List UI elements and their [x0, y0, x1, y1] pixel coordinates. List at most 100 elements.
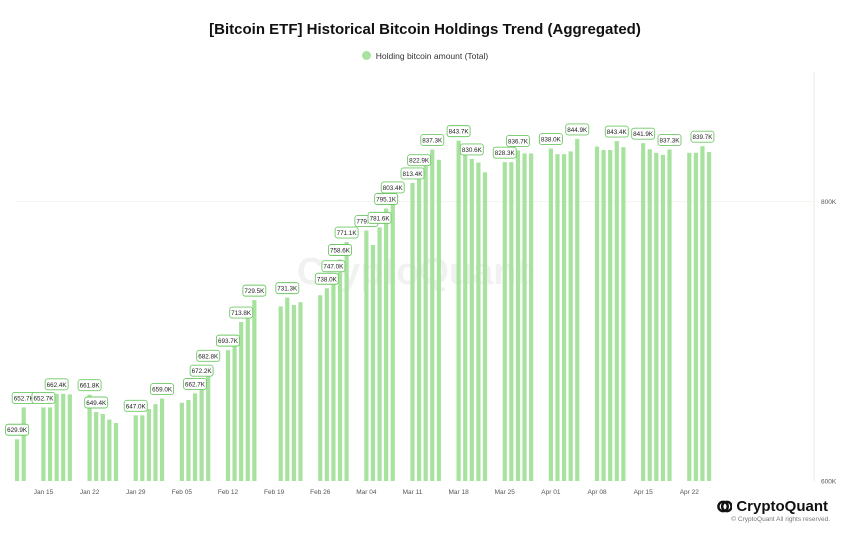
bar[interactable] [647, 149, 652, 481]
data-label-text: 629.9K [7, 427, 28, 434]
bar[interactable] [199, 380, 204, 481]
bar[interactable] [482, 172, 488, 481]
legend[interactable]: Holding bitcoin amount (Total) [0, 51, 850, 61]
bar[interactable] [601, 149, 606, 482]
bar[interactable] [654, 152, 659, 482]
bar[interactable] [61, 393, 66, 481]
data-label-box [84, 396, 109, 409]
bar[interactable] [186, 399, 191, 481]
bar[interactable] [146, 409, 151, 481]
data-label: 649.4K [84, 396, 109, 409]
bar[interactable] [100, 413, 105, 481]
bar[interactable] [225, 350, 231, 481]
bar[interactable] [252, 300, 257, 481]
bar[interactable] [522, 153, 527, 481]
bar[interactable] [614, 141, 619, 481]
data-label-box [189, 364, 214, 377]
bar[interactable] [15, 439, 20, 481]
bar[interactable] [687, 152, 692, 482]
data-label-box [400, 167, 425, 180]
data-label: 836.7K [505, 134, 530, 147]
bar[interactable] [555, 154, 560, 481]
bar[interactable] [239, 322, 244, 481]
bar[interactable] [700, 146, 705, 481]
bar[interactable] [410, 182, 415, 481]
bar[interactable] [469, 158, 474, 482]
bar[interactable] [377, 227, 382, 481]
bar[interactable] [21, 407, 26, 481]
bar[interactable] [87, 394, 92, 481]
x-tick-label: Jan 15 [34, 489, 54, 496]
data-label: 682.8K [196, 349, 221, 362]
bar[interactable] [390, 196, 395, 481]
data-label-box [367, 211, 392, 224]
bar[interactable] [436, 159, 441, 481]
bar[interactable] [67, 394, 72, 481]
bar[interactable] [133, 415, 138, 481]
bar[interactable] [548, 148, 553, 482]
bar[interactable] [159, 398, 165, 481]
bar[interactable] [641, 143, 646, 481]
bar[interactable] [660, 154, 666, 481]
bar[interactable] [502, 162, 507, 482]
bar[interactable] [621, 147, 626, 482]
data-label-text: 659.0K [152, 387, 173, 394]
bar[interactable] [423, 155, 428, 481]
bar[interactable] [206, 365, 211, 481]
bar[interactable] [232, 339, 237, 481]
data-label: 837.3K [420, 134, 445, 147]
bar[interactable] [331, 275, 336, 481]
bar[interactable] [140, 415, 145, 481]
bar[interactable] [594, 146, 600, 481]
bar[interactable] [285, 297, 290, 481]
bar[interactable] [561, 154, 567, 481]
bar[interactable] [298, 302, 303, 481]
data-label-text: 672.2K [192, 368, 213, 375]
data-label: 838.0K [538, 133, 563, 146]
bar[interactable] [54, 393, 59, 481]
bar[interactable] [370, 244, 376, 481]
brand-logo[interactable]: CryptoQuant [717, 498, 828, 515]
bar[interactable] [416, 169, 422, 482]
bar[interactable] [515, 150, 521, 481]
bar[interactable] [107, 419, 112, 481]
bar[interactable] [667, 149, 672, 482]
bar[interactable] [47, 407, 53, 481]
bar[interactable] [706, 152, 712, 481]
bar[interactable] [179, 402, 184, 481]
bar[interactable] [324, 288, 329, 481]
data-label: 803.4K [380, 181, 405, 194]
data-label: 837.3K [657, 134, 682, 147]
data-label: 672.2K [189, 364, 214, 377]
bar[interactable] [509, 162, 514, 482]
bar[interactable] [278, 306, 283, 481]
bar[interactable] [113, 423, 119, 481]
bar[interactable] [245, 307, 250, 481]
bar[interactable] [41, 407, 46, 481]
data-label: 662.4K [44, 378, 69, 391]
bar[interactable] [693, 152, 698, 482]
data-label: 844.9K [565, 123, 590, 136]
bar[interactable] [608, 149, 613, 482]
data-label: 662.7K [183, 377, 207, 390]
bar[interactable] [568, 151, 573, 482]
bar[interactable] [384, 208, 389, 482]
data-label-box [5, 423, 30, 436]
data-label-box [631, 127, 656, 140]
bar[interactable] [318, 295, 323, 481]
bar[interactable] [430, 149, 435, 482]
bar[interactable] [476, 162, 481, 481]
bar[interactable] [291, 305, 296, 481]
bar[interactable] [94, 412, 99, 481]
bar[interactable] [529, 153, 534, 481]
bar[interactable] [337, 259, 343, 481]
bar[interactable] [575, 138, 580, 481]
bar[interactable] [153, 404, 158, 481]
bar[interactable] [192, 393, 198, 481]
bar[interactable] [344, 242, 349, 481]
bar[interactable] [456, 140, 461, 482]
bar[interactable] [364, 230, 369, 481]
bar[interactable] [463, 152, 468, 482]
data-label-text: 662.7K [185, 381, 206, 388]
